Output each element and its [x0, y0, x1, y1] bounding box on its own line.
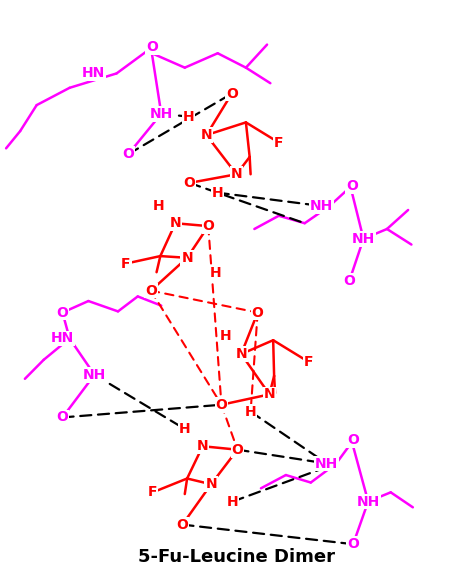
Text: O: O [343, 274, 355, 288]
Text: N: N [201, 128, 212, 142]
Text: N: N [181, 251, 193, 265]
Text: H: H [210, 266, 221, 280]
Text: H: H [212, 186, 224, 200]
Text: NH: NH [83, 368, 106, 382]
Text: NH: NH [149, 107, 173, 121]
Text: O: O [216, 398, 228, 412]
Text: O: O [146, 41, 158, 54]
Text: O: O [123, 147, 134, 161]
Text: NH: NH [309, 199, 333, 213]
Text: O: O [346, 179, 358, 193]
Text: F: F [304, 355, 314, 369]
Text: N: N [231, 167, 242, 181]
Text: O: O [252, 306, 263, 320]
Text: H: H [227, 494, 238, 508]
Text: O: O [57, 411, 69, 424]
Text: O: O [226, 87, 238, 101]
Text: 5-Fu-Leucine Dimer: 5-Fu-Leucine Dimer [138, 548, 335, 566]
Text: N: N [236, 347, 247, 361]
Text: O: O [184, 176, 195, 190]
Text: F: F [121, 256, 131, 270]
Text: N: N [263, 387, 275, 401]
Text: HN: HN [51, 332, 74, 346]
Text: O: O [145, 284, 157, 298]
Text: N: N [169, 216, 181, 230]
Text: O: O [347, 434, 359, 448]
Text: H: H [179, 422, 191, 436]
Text: O: O [347, 537, 359, 551]
Text: O: O [57, 306, 69, 320]
Text: H: H [245, 405, 256, 419]
Text: NH: NH [357, 494, 380, 508]
Text: N: N [205, 477, 217, 491]
Text: N: N [197, 439, 209, 453]
Text: H: H [183, 109, 194, 124]
Text: O: O [231, 443, 244, 457]
Text: NH: NH [315, 456, 338, 471]
Text: O: O [202, 219, 214, 233]
Text: HN: HN [81, 67, 105, 80]
Text: F: F [274, 135, 284, 149]
Text: O: O [176, 518, 188, 532]
Text: H: H [153, 199, 165, 213]
Text: H: H [219, 329, 231, 343]
Text: F: F [148, 485, 158, 499]
Text: NH: NH [352, 232, 375, 246]
